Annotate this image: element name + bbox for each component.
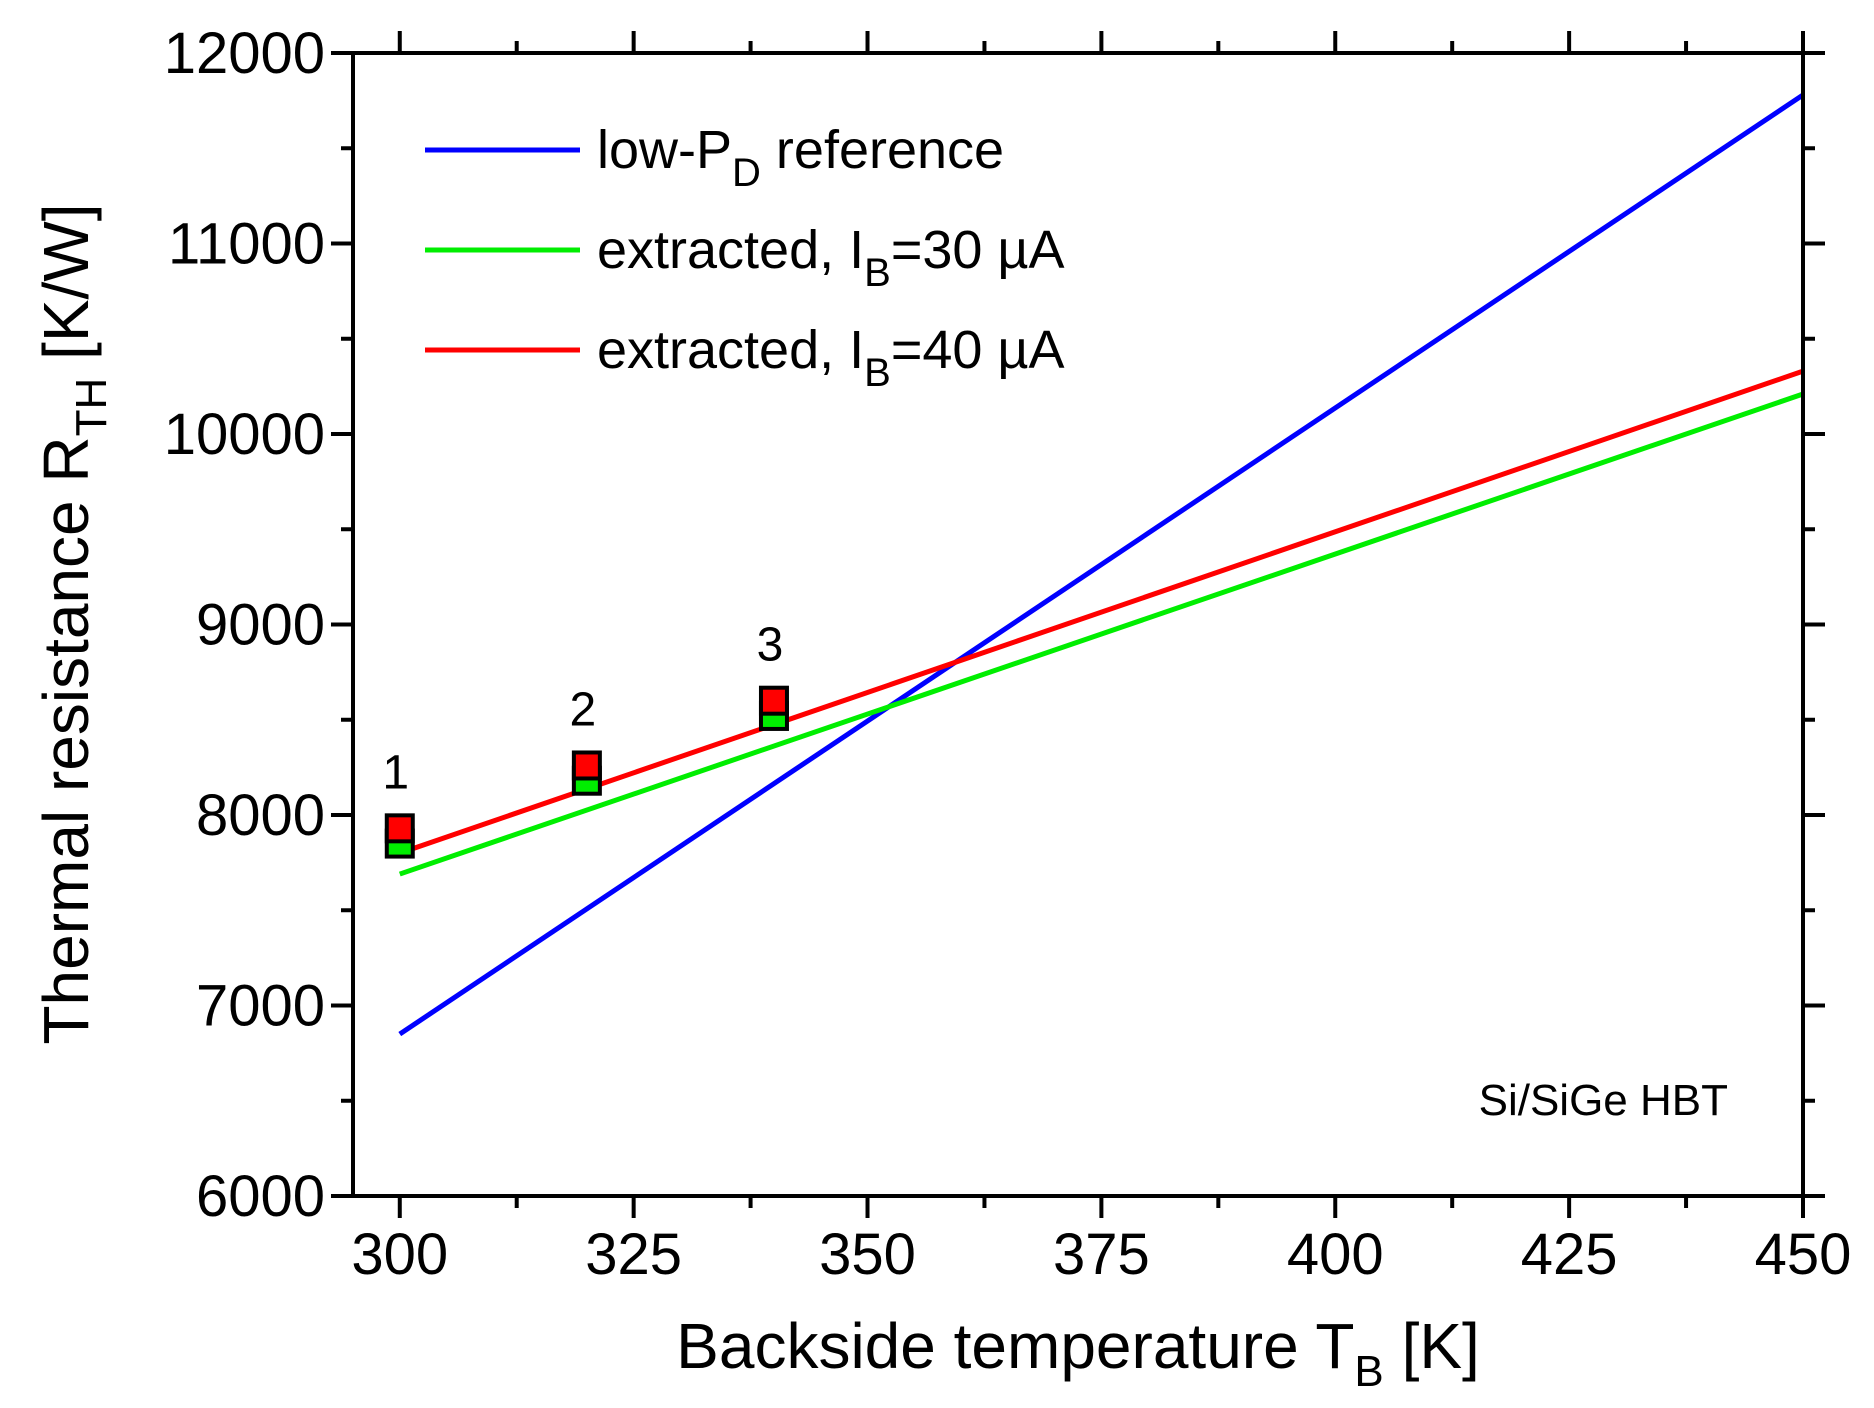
- point-label-3: 3: [757, 619, 784, 672]
- legend-label-rest: =40 µA: [891, 320, 1065, 380]
- legend-label-rest: =30 µA: [891, 220, 1065, 280]
- legend-label-2: extracted, IB=30 µA: [597, 220, 1065, 295]
- y-tick-label: 11000: [168, 212, 325, 277]
- y-axis-title: Thermal resistance RTH [K/W]: [30, 203, 116, 1044]
- point-label-1: 1: [382, 746, 409, 799]
- markers-layer: 1 2 3: [382, 619, 789, 859]
- legend-label-main: extracted, I: [597, 320, 864, 380]
- marker-red-2: [571, 750, 602, 781]
- x-axis-title-main: Backside temperature T: [676, 1310, 1354, 1382]
- x-tick-label: 350: [819, 1222, 916, 1287]
- annotation: Si/SiGe HBT: [1479, 1076, 1728, 1125]
- y-tick-label: 6000: [196, 1164, 325, 1229]
- series-layer: [398, 92, 1805, 1037]
- legend-label-3: extracted, IB=40 µA: [597, 320, 1065, 395]
- y-tick-label: 7000: [196, 974, 325, 1039]
- x-tick-label: 400: [1287, 1222, 1384, 1287]
- x-axis-title-unit: [K]: [1384, 1310, 1480, 1382]
- y-axis-title-main: Thermal resistance R: [30, 436, 102, 1044]
- x-tick-label: 425: [1521, 1222, 1618, 1287]
- y-axis-title-unit: [K/W]: [30, 203, 102, 377]
- y-tick-label: 8000: [196, 783, 325, 848]
- x-axis-title: Backside temperature TB [K]: [676, 1310, 1480, 1396]
- legend-label-sub: B: [864, 251, 891, 295]
- legend-label-sub: B: [864, 351, 891, 395]
- marker-red-1: [384, 813, 415, 844]
- series-line-1: [398, 92, 1805, 1037]
- plot-frame: [351, 51, 1805, 1198]
- legend-label-main: low-P: [597, 120, 732, 180]
- point-label-2: 2: [570, 683, 597, 736]
- x-tick-label: 450: [1755, 1222, 1852, 1287]
- y-tick-label: 9000: [196, 593, 325, 658]
- x-axis-title-sub: B: [1354, 1347, 1383, 1396]
- legend-label-1: low-PD reference: [597, 120, 1004, 195]
- series-line-2: [398, 391, 1804, 877]
- y-tick-label: 10000: [164, 402, 325, 467]
- y-axis-title-sub: TH: [67, 378, 116, 437]
- marker-red-3: [758, 685, 789, 716]
- x-tick-label: 375: [1053, 1222, 1150, 1287]
- legend-label-main: extracted, I: [597, 220, 864, 280]
- series-line-3: [398, 368, 1804, 856]
- x-tick-label: 300: [351, 1222, 448, 1287]
- y-tick-label: 12000: [164, 21, 325, 86]
- legend-label-rest: reference: [761, 120, 1004, 180]
- x-tick-label: 325: [585, 1222, 682, 1287]
- ticks-layer: 300 325 350 375 400 425 450 6000 7000 8000 9000 100…: [164, 21, 1852, 1287]
- legend-label-sub: D: [732, 151, 761, 195]
